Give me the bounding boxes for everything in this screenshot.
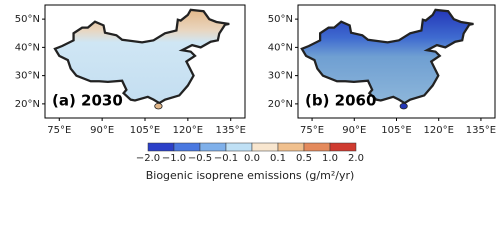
panel-label: (b) 2060	[305, 92, 376, 110]
lon-tick-label: 105°E	[381, 125, 411, 136]
colorbar-tick-label: 0.5	[296, 153, 312, 164]
lon-tick-label: 135°E	[216, 125, 246, 136]
map-panel: (b) 2060	[297, 4, 496, 119]
map-panel: (a) 2030	[44, 4, 246, 119]
figure: (a) 2030 (b) 2060 Biogenic isoprene emis…	[15, 4, 496, 182]
colorbar-tick-label: −0.5	[188, 153, 212, 164]
colorbar-segment	[199, 142, 227, 152]
lat-tick-label: 30°N	[15, 71, 40, 82]
colorbar-tick-label: −1.0	[162, 153, 186, 164]
lon-tick-label: 120°E	[424, 125, 454, 136]
colorbar-segment	[147, 142, 175, 152]
lat-tick-label: 50°N	[15, 14, 40, 25]
colorbar-segment	[173, 142, 201, 152]
colorbar-label: Biogenic isoprene emissions (g/m²/yr)	[146, 169, 355, 182]
lon-tick-label: 135°E	[466, 125, 496, 136]
colorbar-tick-label: 0.1	[270, 153, 286, 164]
lat-tick-label: 50°N	[268, 14, 293, 25]
lon-tick-label: 75°E	[300, 125, 324, 136]
china-map	[53, 8, 231, 109]
lat-tick-label: 20°N	[268, 99, 293, 110]
colorbar-segment	[303, 142, 331, 152]
colorbar-segment	[329, 142, 357, 152]
lat-tick-label: 30°N	[268, 71, 293, 82]
lon-tick-label: 90°E	[342, 125, 366, 136]
lon-tick-label: 90°E	[90, 125, 114, 136]
colorbar-segment	[225, 142, 253, 152]
lat-tick-label: 20°N	[15, 99, 40, 110]
colorbar-segment	[277, 142, 305, 152]
lon-tick-label: 120°E	[173, 125, 203, 136]
lat-tick-label: 40°N	[268, 42, 293, 53]
colorbar-segment	[251, 142, 279, 152]
colorbar-tick-label: −0.1	[214, 153, 238, 164]
lat-tick-label: 40°N	[15, 42, 40, 53]
colorbar-tick-label: −2.0	[136, 153, 160, 164]
colorbar-tick-label: 2.0	[348, 153, 364, 164]
panel-label: (a) 2030	[52, 92, 123, 110]
china-map	[300, 8, 475, 109]
colorbar-tick-label: 1.0	[322, 153, 338, 164]
colorbar-tick-label: 0.0	[244, 153, 260, 164]
lon-tick-label: 105°E	[130, 125, 160, 136]
lon-tick-label: 75°E	[47, 125, 71, 136]
